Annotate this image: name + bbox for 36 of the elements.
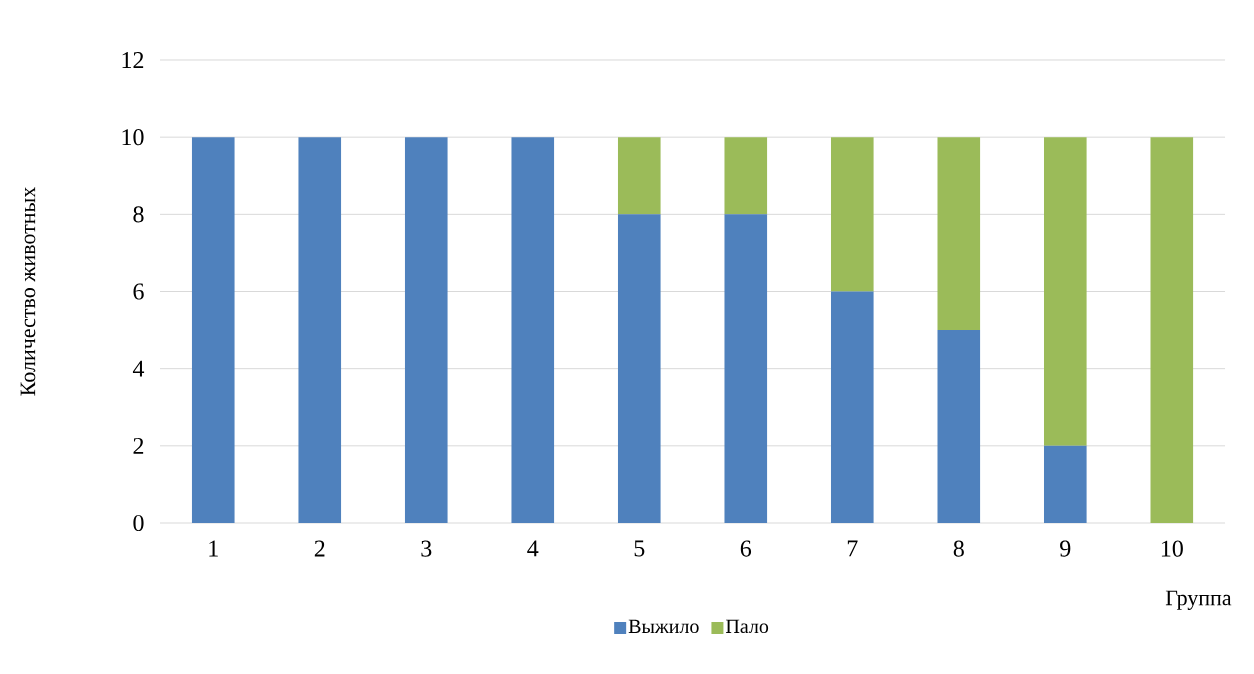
- y-tick-label: 2: [133, 437, 144, 454]
- bar: [937, 330, 981, 523]
- x-tick-label: 3: [421, 540, 432, 557]
- x-tick-label: 10: [1161, 540, 1183, 557]
- bar: [1043, 445, 1087, 523]
- bar: [617, 214, 661, 523]
- bar: [617, 137, 661, 215]
- x-axis-title: Группа: [1165, 590, 1232, 610]
- legend-label: Выжило: [628, 619, 699, 634]
- bar: [298, 137, 342, 523]
- y-tick-label: 0: [133, 514, 144, 532]
- y-tick-label: 10: [122, 129, 144, 146]
- bar: [724, 214, 768, 523]
- y-tick-label: 4: [132, 360, 145, 377]
- bar: [404, 137, 448, 523]
- y-tick-label: 6: [133, 283, 144, 300]
- x-tick-label: 4: [527, 540, 539, 557]
- x-tick-label: 5: [634, 540, 645, 557]
- x-tick-label: 8: [953, 540, 964, 557]
- bar: [830, 291, 874, 523]
- bar: [1043, 137, 1087, 446]
- bar: [937, 137, 981, 331]
- x-tick-label: 9: [1060, 540, 1071, 557]
- x-tick-label: 2: [314, 540, 325, 557]
- bar: [830, 137, 874, 292]
- x-tick-label: 7: [847, 540, 858, 557]
- bar: [1150, 137, 1194, 523]
- x-tick-label: 6: [740, 540, 752, 557]
- y-tick-label: 12: [122, 52, 144, 68]
- legend-label: Пало: [726, 619, 769, 634]
- bar: [724, 137, 768, 215]
- x-tick-label: 1: [209, 540, 218, 557]
- y-axis-title: Количество животных: [20, 186, 36, 396]
- bar: [511, 137, 555, 523]
- y-tick-label: 8: [133, 206, 144, 223]
- bar: [191, 137, 235, 523]
